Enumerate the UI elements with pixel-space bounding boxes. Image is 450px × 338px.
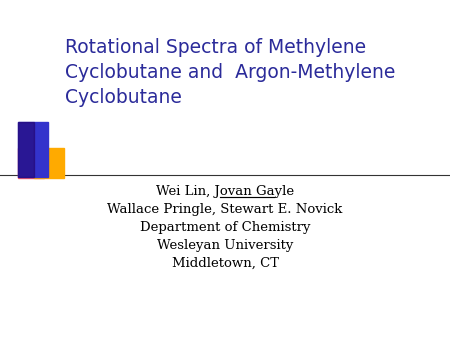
Text: Wei Lin, Jovan Gayle: Wei Lin, Jovan Gayle (156, 185, 294, 198)
Bar (34, 148, 64, 178)
Text: Wesleyan University: Wesleyan University (157, 239, 293, 252)
Bar (18, 122, 48, 177)
Bar (18, 148, 44, 178)
Bar (18, 122, 34, 177)
Text: Wallace Pringle, Stewart E. Novick: Wallace Pringle, Stewart E. Novick (107, 203, 343, 216)
Text: Department of Chemistry: Department of Chemistry (140, 221, 310, 234)
Text: Rotational Spectra of Methylene
Cyclobutane and  Argon-Methylene
Cyclobutane: Rotational Spectra of Methylene Cyclobut… (65, 38, 396, 107)
Text: Middletown, CT: Middletown, CT (171, 257, 279, 270)
